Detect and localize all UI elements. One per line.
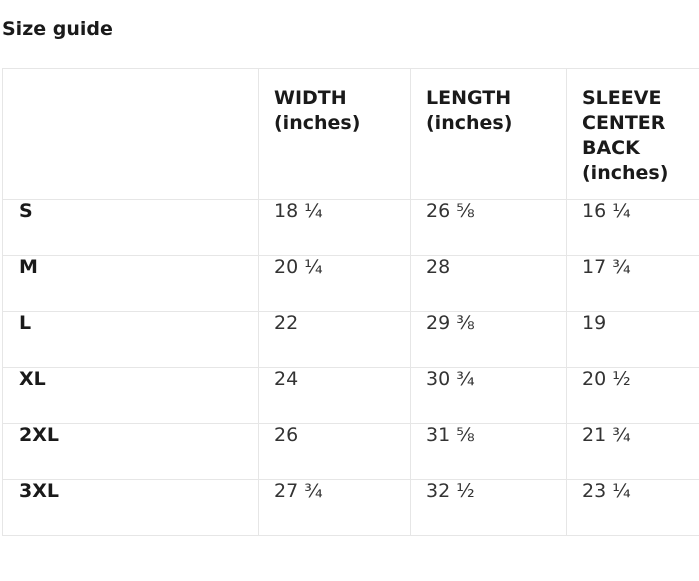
size-guide-table: WIDTH (inches) LENGTH (inches) SLEEVE CE… [2, 68, 699, 536]
sleeve-value: 19 [566, 311, 699, 368]
width-value: 26 [258, 423, 411, 480]
sleeve-value: 17 ¾ [566, 255, 699, 312]
size-label: L [2, 311, 259, 368]
table-row: L 22 29 ⅜ 19 [2, 311, 699, 368]
sleeve-value: 21 ¾ [566, 423, 699, 480]
sleeve-value: 16 ¼ [566, 199, 699, 256]
length-value: 26 ⅝ [410, 199, 567, 256]
table-row: S 18 ¼ 26 ⅝ 16 ¼ [2, 199, 699, 256]
width-value: 27 ¾ [258, 479, 411, 536]
size-label: 2XL [2, 423, 259, 480]
size-label: S [2, 199, 259, 256]
header-length: LENGTH (inches) [410, 68, 567, 200]
length-value: 28 [410, 255, 567, 312]
width-value: 24 [258, 367, 411, 424]
size-label: XL [2, 367, 259, 424]
header-empty-cell [2, 68, 259, 200]
length-value: 29 ⅜ [410, 311, 567, 368]
width-value: 22 [258, 311, 411, 368]
header-width: WIDTH (inches) [258, 68, 411, 200]
table-row: XL 24 30 ¾ 20 ½ [2, 367, 699, 424]
table-header-row: WIDTH (inches) LENGTH (inches) SLEEVE CE… [2, 68, 699, 200]
table-row: M 20 ¼ 28 17 ¾ [2, 255, 699, 312]
size-label: M [2, 255, 259, 312]
sleeve-value: 20 ½ [566, 367, 699, 424]
length-value: 31 ⅝ [410, 423, 567, 480]
length-value: 30 ¾ [410, 367, 567, 424]
length-value: 32 ½ [410, 479, 567, 536]
size-label: 3XL [2, 479, 259, 536]
header-sleeve-center-back: SLEEVE CENTER BACK (inches) [566, 68, 699, 200]
table-row: 3XL 27 ¾ 32 ½ 23 ¼ [2, 479, 699, 536]
width-value: 20 ¼ [258, 255, 411, 312]
width-value: 18 ¼ [258, 199, 411, 256]
table-row: 2XL 26 31 ⅝ 21 ¾ [2, 423, 699, 480]
page-title: Size guide [2, 18, 113, 40]
sleeve-value: 23 ¼ [566, 479, 699, 536]
